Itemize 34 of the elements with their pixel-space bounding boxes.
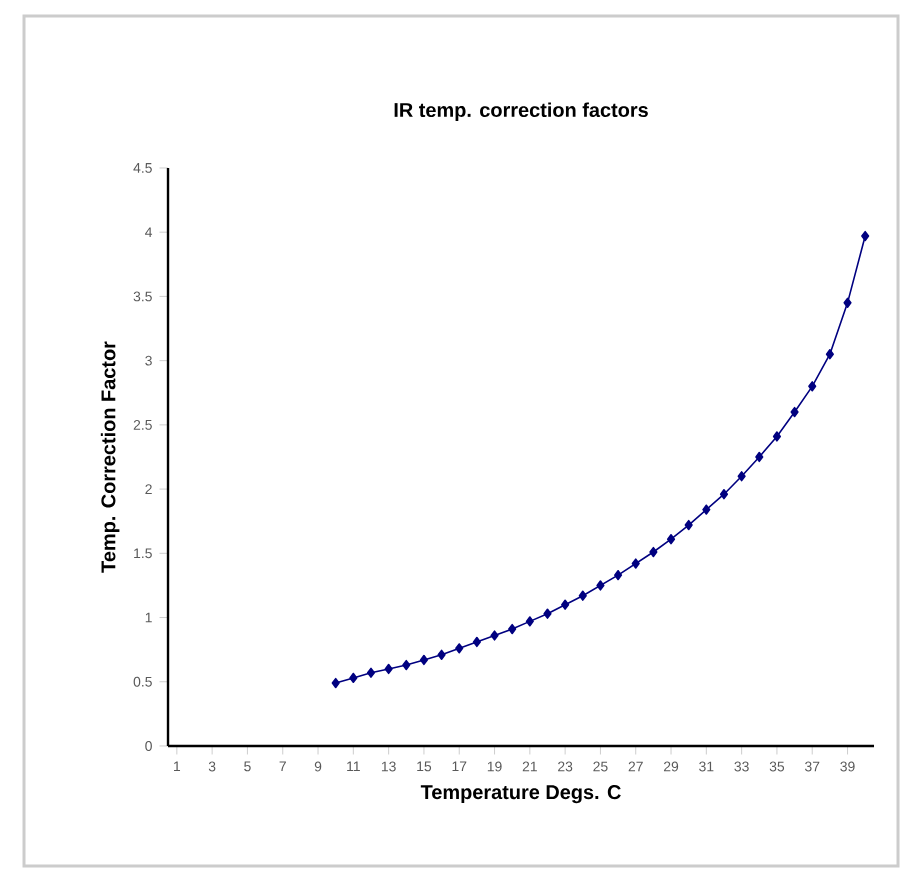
- point: [455, 643, 464, 654]
- point: [596, 580, 605, 591]
- point: [437, 649, 446, 660]
- point: [825, 349, 834, 360]
- point: [384, 663, 393, 675]
- point: [578, 590, 587, 601]
- point: [614, 569, 623, 581]
- point: [490, 630, 499, 641]
- point: [843, 297, 852, 309]
- point: [702, 504, 711, 515]
- point: [861, 230, 870, 242]
- point: [561, 599, 570, 610]
- point: [366, 667, 376, 678]
- point: [525, 616, 534, 627]
- point: [472, 636, 481, 648]
- point: [402, 659, 411, 671]
- x-axis-title: Temperature Degs. C: [420, 785, 621, 804]
- point: [737, 471, 746, 482]
- y-axis-title: Temp. Correction Factor: [100, 341, 120, 573]
- point: [790, 406, 799, 418]
- point: [419, 654, 429, 666]
- point: [808, 381, 817, 392]
- point: [331, 677, 340, 689]
- point: [684, 519, 693, 531]
- point: [631, 558, 640, 569]
- point: [772, 431, 782, 442]
- point: [543, 608, 552, 619]
- point: [666, 533, 676, 545]
- point: [719, 489, 729, 500]
- point: [755, 451, 764, 463]
- chart-title: IR temp. correction factors: [394, 102, 648, 121]
- point: [349, 672, 358, 684]
- point: [649, 546, 658, 558]
- point: [508, 623, 517, 635]
